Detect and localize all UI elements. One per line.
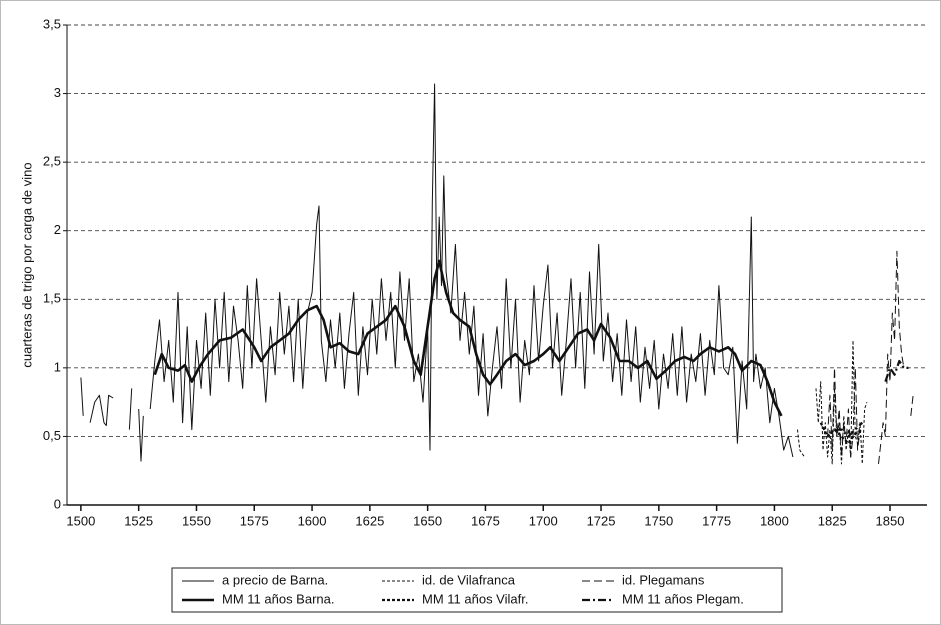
x-tick-label: 1825 xyxy=(818,513,847,528)
legend-label: id. Plegamans xyxy=(622,572,705,587)
legend-label: id. de Vilafranca xyxy=(422,572,516,587)
legend-label: MM 11 años Plegam. xyxy=(622,591,744,606)
x-tick-label: 1725 xyxy=(587,513,616,528)
y-tick-label: 0 xyxy=(54,496,61,511)
legend-box xyxy=(171,567,783,613)
x-tick-label: 1500 xyxy=(66,513,95,528)
series-line xyxy=(797,339,868,465)
legend-label: MM 11 años Vilafr. xyxy=(422,591,528,606)
x-tick-label: 1775 xyxy=(702,513,731,528)
y-tick-label: 2,5 xyxy=(43,154,61,169)
x-tick-label: 1550 xyxy=(182,513,211,528)
x-tick-label: 1575 xyxy=(240,513,269,528)
series-line xyxy=(834,359,909,438)
y-tick-label: 3 xyxy=(54,85,61,100)
series-line xyxy=(827,250,914,464)
x-tick-label: 1625 xyxy=(355,513,384,528)
x-tick-label: 1675 xyxy=(471,513,500,528)
legend-label: MM 11 años Barna. xyxy=(222,591,334,606)
y-tick-label: 1 xyxy=(54,359,61,374)
series-line xyxy=(80,83,794,462)
y-tick-label: 1,5 xyxy=(43,291,61,306)
x-tick-label: 1600 xyxy=(298,513,327,528)
x-tick-label: 1525 xyxy=(124,513,153,528)
x-tick-label: 1650 xyxy=(413,513,442,528)
legend-label: a precio de Barna. xyxy=(222,572,328,587)
series-line xyxy=(819,422,863,445)
x-tick-label: 1700 xyxy=(529,513,558,528)
y-tick-label: 2 xyxy=(54,222,61,237)
x-tick-label: 1800 xyxy=(760,513,789,528)
series-line xyxy=(153,259,783,417)
y-axis-label: cuarteras de trigo por carga de vino xyxy=(19,162,34,367)
y-tick-label: 3,5 xyxy=(43,16,61,31)
x-tick-label: 1750 xyxy=(644,513,673,528)
x-tick-label: 1850 xyxy=(876,513,905,528)
y-tick-label: 0,5 xyxy=(43,428,61,443)
